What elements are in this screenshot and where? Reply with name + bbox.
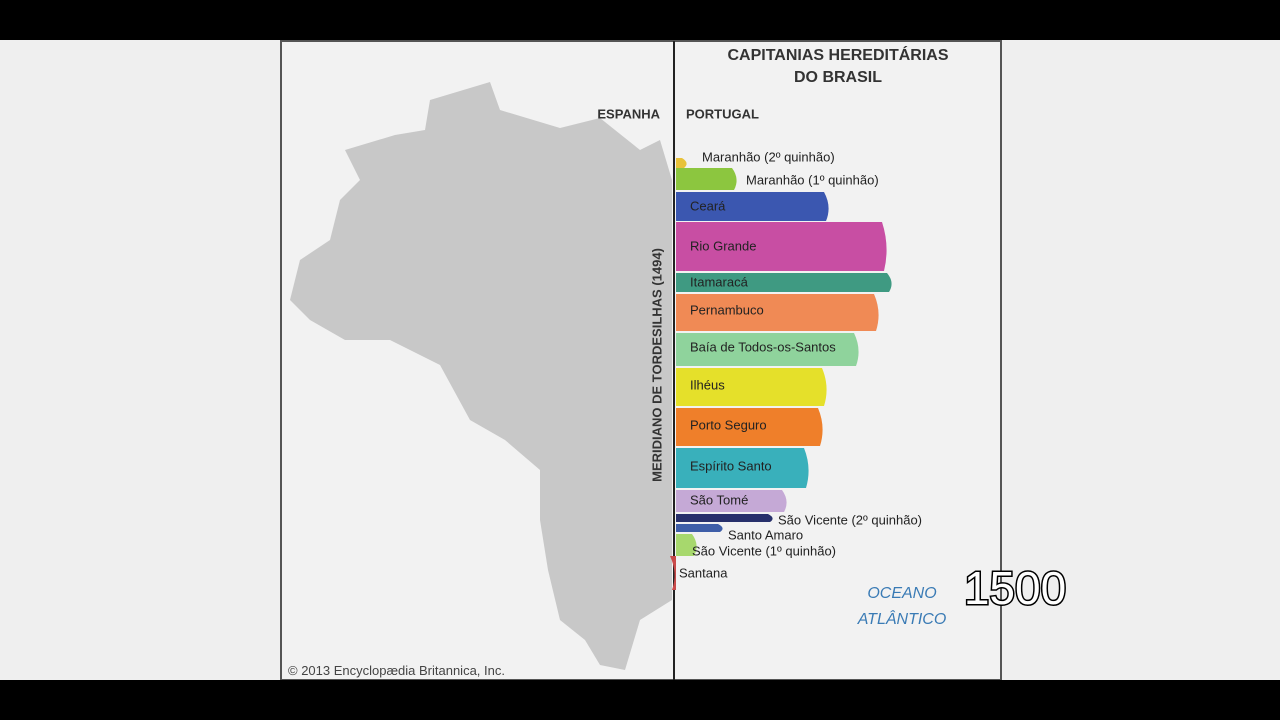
capitania-region xyxy=(676,168,737,190)
capitania-label: Rio Grande xyxy=(690,238,756,253)
capitania-region xyxy=(676,534,697,556)
capitania-region xyxy=(676,514,773,522)
year-overlay: 1500 xyxy=(964,562,1066,614)
title-line: DO BRASIL xyxy=(794,69,882,86)
capitania-region xyxy=(676,273,892,292)
capitania-region xyxy=(676,490,787,512)
capitania-region xyxy=(676,408,823,446)
capitania-region xyxy=(676,448,809,488)
capitania-label: Ilhéus xyxy=(690,377,725,392)
capitania-label: Espírito Santo xyxy=(690,458,772,473)
capitania-label: Maranhão (2º quinhão) xyxy=(702,149,835,164)
capitania-label: Itamaracá xyxy=(690,274,749,289)
capitania-region xyxy=(676,368,827,406)
letterbox-bottom xyxy=(0,680,1280,720)
capitania-region xyxy=(676,222,887,271)
capitanias-map: Maranhão (2º quinhão) Maranhão (1º quinhã… xyxy=(670,149,922,590)
capitania-label: Maranhão (1º quinhão) xyxy=(746,172,879,187)
capitania-label: Pernambuco xyxy=(690,302,764,317)
capitania-label: Porto Seguro xyxy=(690,417,767,432)
capitania-label: Santana xyxy=(679,565,728,580)
copyright: © 2013 Encyclopædia Britannica, Inc. xyxy=(288,663,505,678)
capitania-label: Ceará xyxy=(690,198,726,213)
capitania-region xyxy=(676,333,859,366)
capitania-label: São Tomé xyxy=(690,492,748,507)
ocean-label: ATLÂNTICO xyxy=(857,609,947,628)
ocean-label: OCEANO xyxy=(867,585,936,602)
capitania-region xyxy=(670,556,676,590)
title-line: CAPITANIAS HEREDITÁRIAS xyxy=(727,45,948,64)
brazil-silhouette xyxy=(290,82,672,670)
letterbox-top xyxy=(0,0,1280,40)
capitania-label: Baía de Todos-os-Santos xyxy=(690,339,836,354)
meridian-label: MERIDIANO DE TORDESILHAS (1494) xyxy=(649,248,664,482)
capitania-label: São Vicente (1º quinhão) xyxy=(692,543,836,558)
capitania-region xyxy=(676,158,687,168)
region-label: PORTUGAL xyxy=(686,106,759,121)
capitania-region xyxy=(676,524,723,532)
region-label: ESPANHA xyxy=(597,106,660,121)
capitania-region xyxy=(676,192,829,221)
capitania-region xyxy=(676,294,879,331)
capitania-label: Santo Amaro xyxy=(728,527,803,542)
capitania-label: São Vicente (2º quinhão) xyxy=(778,512,922,527)
